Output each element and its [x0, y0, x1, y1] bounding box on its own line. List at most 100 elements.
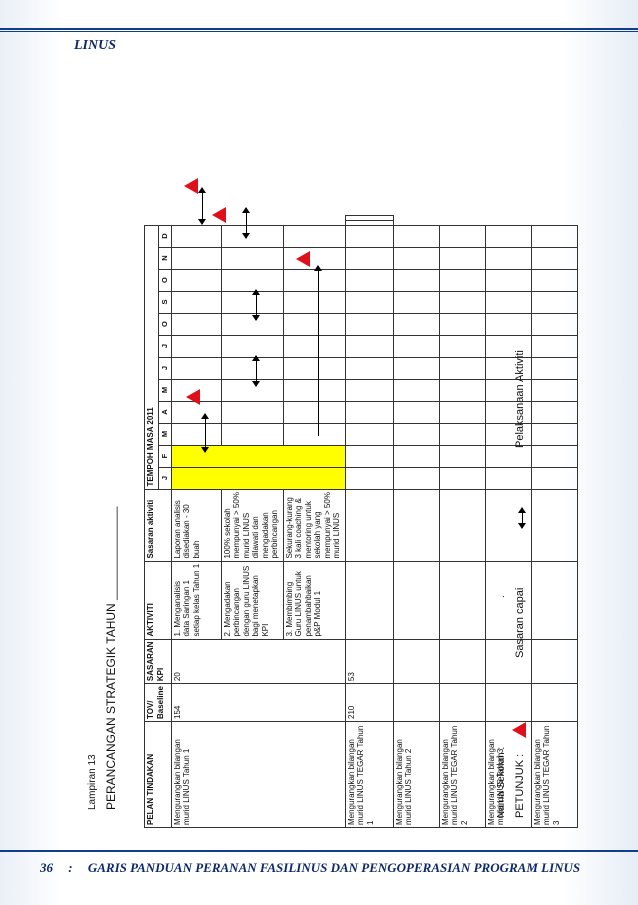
header-title: LINUS	[74, 38, 117, 53]
aktiviti-cell: 1. Menganalisis data Saringan 1 setiap k…	[171, 561, 221, 640]
sasaran-cell: Sekurang-kurang 3 kali coaching & mentor…	[283, 489, 345, 562]
double-arrow-icon	[518, 507, 526, 529]
empty-cell	[393, 401, 439, 424]
month-header: A	[158, 401, 171, 424]
empty-cell	[439, 357, 485, 380]
rotated-page: Lampiran 13 PERANCANGAN STRATEGIK TAHUN …	[86, 76, 577, 828]
month-cell	[221, 247, 283, 270]
empty-cell	[531, 247, 577, 270]
month-cell	[221, 225, 283, 248]
month-cell	[171, 335, 221, 358]
empty-cell	[439, 489, 485, 562]
col-sasaran-kpi: SASARAN KPI	[144, 639, 171, 684]
empty-cell	[393, 467, 439, 490]
pelan-cell: Mengurangkan bilangan murid LINUS Tahun …	[393, 721, 439, 828]
month-cell	[283, 335, 345, 358]
month-cell	[221, 423, 283, 446]
empty-cell	[393, 269, 439, 292]
month-cell	[283, 313, 345, 336]
empty-cell	[345, 335, 393, 358]
empty-cell	[531, 423, 577, 446]
month-cell	[221, 401, 283, 424]
empty-cell	[393, 247, 439, 270]
empty-cell	[531, 639, 577, 684]
red-triangle-icon	[296, 251, 310, 267]
empty-cell	[439, 683, 485, 722]
empty-cell	[393, 291, 439, 314]
empty-cell	[393, 561, 439, 640]
empty-cell	[439, 401, 485, 424]
month-cell	[171, 423, 221, 446]
aktiviti-cell: 3. Membimbing Guru LINUS untuk penambahb…	[283, 561, 345, 640]
empty-cell	[531, 401, 577, 424]
double-arrow-icon	[252, 289, 260, 321]
red-triangle-icon	[512, 722, 526, 738]
footer-text: GARIS PANDUAN PERANAN FASILINUS DAN PENG…	[87, 860, 581, 875]
empty-cell	[393, 489, 439, 562]
month-header: M	[158, 379, 171, 402]
month-header: D	[158, 225, 171, 248]
sasaran-cell: Laporan analisis disediakan - 30 buah	[171, 489, 221, 562]
empty-cell	[439, 423, 485, 446]
empty-cell	[393, 423, 439, 446]
empty-cell	[393, 379, 439, 402]
red-triangle-icon	[212, 207, 226, 223]
month-cell	[221, 269, 283, 292]
empty-cell	[531, 269, 577, 292]
table-row: Mengurangkan bilangan murid LINUS TEGAR …	[345, 215, 393, 828]
empty-cell	[345, 379, 393, 402]
empty-cell	[345, 357, 393, 380]
red-triangle-icon	[186, 389, 200, 405]
empty-cell	[393, 335, 439, 358]
kpi-cell: 20	[171, 639, 345, 684]
month-cell	[171, 225, 221, 248]
empty-cell	[393, 313, 439, 336]
col-sasaran-aktiviti: Sasaran aktiviti	[144, 489, 171, 562]
empty-cell	[345, 313, 393, 336]
header-rule-thin	[0, 31, 638, 32]
tov-cell: 210	[345, 683, 393, 722]
empty-cell	[439, 445, 485, 468]
empty-cell	[531, 225, 577, 248]
month-cell	[283, 269, 345, 292]
empty-cell	[345, 215, 393, 221]
empty-cell	[439, 639, 485, 684]
empty-cell	[393, 445, 439, 468]
sasaran-cell: 100% sekolah mempunyai > 50% murid LINUS…	[221, 489, 283, 562]
intro-block: Lampiran 13 PERANCANGAN STRATEGIK TAHUN …	[86, 507, 120, 810]
empty-cell	[531, 489, 577, 562]
empty-cell	[439, 379, 485, 402]
empty-cell	[345, 561, 393, 640]
empty-cell	[345, 489, 393, 562]
empty-cell	[439, 269, 485, 292]
table-row: Mengurangkan bilangan murid LINUS TEGAR …	[439, 215, 485, 828]
empty-cell	[393, 225, 439, 248]
month-cell	[283, 379, 345, 402]
empty-cell	[531, 445, 577, 468]
page-number: 36	[40, 860, 53, 875]
month-cell	[283, 225, 345, 248]
footer-separator: :	[68, 860, 73, 875]
header-rule-top	[0, 28, 638, 30]
col-aktiviti: AKTIVITI	[144, 561, 171, 640]
empty-cell	[531, 313, 577, 336]
empty-cell	[439, 313, 485, 336]
empty-cell	[531, 357, 577, 380]
empty-cell	[393, 683, 439, 722]
aktiviti-cell: 2. Mengadakan perbincangan dengan guru L…	[221, 561, 283, 640]
empty-cell	[531, 683, 577, 722]
empty-cell	[345, 269, 393, 292]
sasaran-capai-label: Sasaran capai	[514, 587, 526, 658]
pelan-cell: Mengurangkan bilangan murid LINUS Tahun …	[171, 721, 345, 828]
month-header: S	[158, 291, 171, 314]
empty-cell	[345, 401, 393, 424]
empty-cell	[393, 639, 439, 684]
table-row: Mengurangkan bilangan murid LINUS Tahun …	[393, 215, 439, 828]
double-arrow-icon	[252, 355, 260, 387]
month-cell	[283, 357, 345, 380]
empty-cell	[439, 467, 485, 490]
empty-cell	[439, 291, 485, 314]
month-header: J	[158, 357, 171, 380]
legend-block: Nama Sekolah : PETUNJUK : Sasaran capai …	[494, 76, 534, 828]
tov-cell: 154	[171, 683, 345, 722]
